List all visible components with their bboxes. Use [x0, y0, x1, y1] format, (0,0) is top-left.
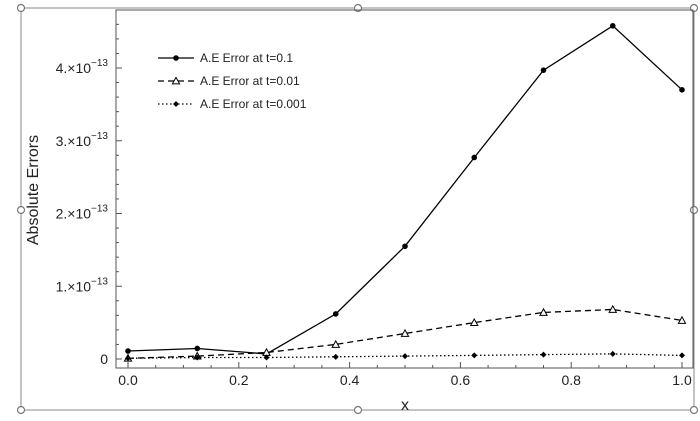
- x-tick-label: 0.0: [118, 372, 138, 388]
- series-layer: [123, 23, 687, 362]
- data-point: [540, 67, 547, 73]
- data-point: [540, 351, 547, 358]
- data-point: [471, 352, 478, 359]
- y-axis-ticks: 0 1.×10−13 2.×10−13 3.×10−13 4.×10−13: [56, 23, 122, 367]
- legend-marker: [173, 101, 179, 107]
- data-point: [402, 243, 408, 250]
- data-point: [263, 354, 270, 361]
- x-axis-ticks: 0.0 0.2 0.4 0.6 0.8 1.0: [118, 362, 692, 388]
- data-point: [194, 354, 201, 361]
- x-tick-label: 0.6: [451, 372, 471, 388]
- x-tick-label: 0.8: [561, 372, 581, 388]
- data-point: [332, 353, 339, 360]
- legend-label: A.E Error at t=0.01: [200, 74, 300, 88]
- resize-handle[interactable]: [689, 205, 699, 215]
- legend-item: A.E Error at t=0.1: [158, 51, 293, 65]
- data-point: [609, 350, 616, 357]
- data-point: [609, 23, 616, 29]
- legend-marker: [173, 55, 179, 61]
- data-point: [471, 154, 478, 161]
- data-point: [125, 355, 131, 362]
- resize-handle[interactable]: [353, 405, 363, 415]
- axes: 0.0 0.2 0.4 0.6 0.8 1.0 0 1.×10−13 2.×10−13 3.×1…: [56, 10, 693, 388]
- resize-handle[interactable]: [16, 205, 26, 215]
- y-axis-title: Absolute Errors: [25, 135, 42, 245]
- data-point: [194, 345, 201, 352]
- resize-handle[interactable]: [689, 405, 699, 415]
- legend-item: A.E Error at t=0.001: [158, 97, 307, 111]
- legend-label: A.E Error at t=0.1: [200, 51, 293, 65]
- y-tick-label: 1.×10−13: [56, 276, 109, 294]
- x-tick-label: 0.2: [229, 372, 249, 388]
- x-tick-label: 0.4: [340, 372, 360, 388]
- legend: A.E Error at t=0.1 A.E Error at t=0.01 A.E…: [158, 51, 307, 111]
- series-2: [123, 304, 687, 362]
- y-tick-label: 4.×10−13: [56, 58, 109, 76]
- y-tick-label: 2.×10−13: [56, 204, 109, 222]
- data-point: [402, 353, 408, 360]
- legend-label: A.E Error at t=0.001: [200, 97, 307, 111]
- series-line: [127, 308, 683, 359]
- x-axis-title: x: [401, 397, 409, 414]
- data-point: [125, 348, 131, 354]
- resize-handle[interactable]: [16, 3, 26, 13]
- resize-handle[interactable]: [16, 405, 26, 415]
- data-point: [332, 311, 339, 317]
- legend-item: A.E Error at t=0.01: [158, 74, 300, 88]
- data-point: [331, 339, 341, 348]
- y-tick-label: 0: [100, 351, 108, 367]
- x-tick-label: 1.0: [672, 372, 692, 388]
- series-3: [125, 350, 685, 362]
- data-point: [400, 328, 410, 337]
- resize-handles[interactable]: [16, 3, 699, 415]
- data-point: [469, 317, 479, 327]
- data-point: [608, 304, 618, 313]
- y-tick-label: 3.×10−13: [56, 131, 109, 149]
- data-point: [679, 87, 685, 93]
- legend-marker: [171, 76, 181, 85]
- data-point: [677, 315, 687, 324]
- data-point: [679, 352, 685, 359]
- data-point: [539, 307, 548, 316]
